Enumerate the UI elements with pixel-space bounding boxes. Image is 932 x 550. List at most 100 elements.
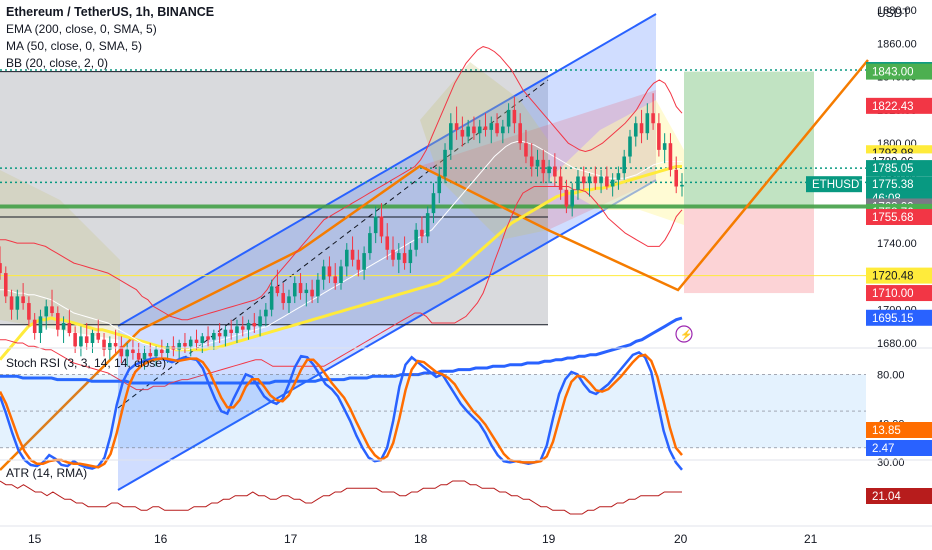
candle-body bbox=[21, 296, 25, 304]
candle-body bbox=[148, 352, 153, 357]
candle-body bbox=[373, 216, 378, 234]
price-label-box bbox=[866, 97, 932, 114]
candle-body bbox=[489, 123, 494, 130]
candle-body bbox=[570, 189, 574, 207]
candle-body bbox=[327, 266, 332, 277]
candle-body bbox=[15, 296, 20, 310]
x-axis-tick: 17 bbox=[284, 532, 298, 546]
study-ma[interactable]: MA (50, close, 0, SMA, 5) bbox=[6, 39, 143, 53]
candle-body bbox=[125, 349, 129, 357]
candle-body bbox=[310, 289, 314, 297]
x-axis-tick: 21 bbox=[804, 532, 818, 546]
channel-upper-line bbox=[117, 13, 657, 327]
candle-body bbox=[633, 123, 638, 137]
chart-legend: Ethereum / TetherUS, 1h, BINANCE EMA (20… bbox=[6, 4, 214, 72]
stoch-axis-tick: 80.00 bbox=[877, 369, 905, 381]
symbol-tag-text: ETHUSDT bbox=[812, 179, 866, 191]
price-label-box bbox=[866, 267, 932, 284]
price-axis-tick: 1860.00 bbox=[877, 38, 917, 50]
event-badge bbox=[675, 325, 693, 343]
stoch-line-0 bbox=[0, 350, 683, 471]
candle-body bbox=[56, 313, 60, 330]
stoch-value-text: 2.47 bbox=[872, 443, 894, 455]
candle-body bbox=[154, 349, 158, 357]
x-axis-tick: 20 bbox=[674, 532, 688, 546]
candle-body bbox=[344, 249, 349, 267]
channel-lower-line bbox=[117, 179, 657, 491]
candle-body bbox=[610, 179, 615, 187]
candle-body bbox=[657, 123, 661, 150]
candle-body bbox=[84, 336, 89, 344]
candle-body bbox=[651, 113, 655, 124]
symbol-tag-box bbox=[806, 176, 862, 193]
symbol-title[interactable]: Ethereum / TetherUS, 1h, BINANCE bbox=[6, 5, 215, 19]
candle-body bbox=[235, 326, 239, 334]
candle-body bbox=[165, 346, 170, 353]
candle-body bbox=[483, 126, 488, 130]
candle-body bbox=[547, 166, 551, 174]
candle-body bbox=[587, 176, 592, 184]
candle-body bbox=[397, 253, 401, 260]
price-label-box bbox=[866, 160, 932, 177]
event-badge-icon: ⚡ bbox=[680, 328, 692, 341]
candle-body bbox=[50, 306, 54, 314]
candle-body bbox=[287, 296, 291, 304]
candle-body bbox=[622, 156, 626, 174]
candle-body bbox=[524, 143, 528, 157]
candles-group bbox=[0, 93, 684, 370]
candle-body bbox=[96, 333, 101, 340]
candle-body bbox=[142, 352, 147, 360]
stoch-rsi-title[interactable]: Stoch RSI (3, 3, 14, 14, close) bbox=[6, 356, 167, 370]
candle-body bbox=[188, 339, 193, 347]
candle-body bbox=[529, 156, 534, 167]
stoch-line-1 bbox=[0, 353, 683, 469]
atr-title[interactable]: ATR (14, RMA) bbox=[6, 466, 88, 480]
candle-body bbox=[339, 266, 343, 284]
candle-body bbox=[425, 213, 430, 237]
x-axis-tick: 16 bbox=[154, 532, 168, 546]
candle-body bbox=[512, 109, 517, 124]
candle-body bbox=[0, 263, 2, 274]
candle-body bbox=[362, 253, 366, 270]
x-axis-tick: 19 bbox=[542, 532, 556, 546]
candle-body bbox=[304, 289, 309, 294]
candle-body bbox=[506, 109, 511, 127]
atr-value-text: 21.04 bbox=[872, 491, 901, 503]
candle-body bbox=[466, 126, 470, 137]
candle-body bbox=[183, 343, 187, 347]
channel-mid-line bbox=[117, 79, 549, 409]
candle-body bbox=[437, 176, 442, 194]
price-label-box bbox=[866, 208, 932, 225]
candle-body bbox=[269, 286, 274, 310]
candle-body bbox=[292, 283, 297, 297]
study-bb[interactable]: BB (20, close, 2, 0) bbox=[6, 56, 109, 70]
study-ema[interactable]: EMA (200, close, 0, SMA, 5) bbox=[6, 22, 157, 36]
candle-body bbox=[379, 216, 384, 237]
x-axis-tick: 18 bbox=[414, 532, 428, 546]
candle-body bbox=[593, 176, 598, 184]
price-axis-tick: 1740.00 bbox=[877, 238, 917, 250]
candle-body bbox=[217, 333, 222, 337]
candle-body bbox=[321, 266, 326, 280]
projection-path bbox=[0, 59, 869, 471]
candle-body bbox=[605, 176, 609, 187]
candle-body bbox=[223, 329, 228, 337]
candle-body bbox=[316, 279, 320, 297]
candle-body bbox=[27, 303, 31, 320]
candle-body bbox=[541, 159, 546, 174]
candle-body bbox=[90, 333, 95, 344]
candle-body bbox=[501, 126, 505, 134]
candle-body bbox=[102, 339, 106, 350]
candle-body bbox=[38, 316, 43, 334]
candle-body bbox=[9, 296, 14, 310]
candle-body bbox=[662, 143, 667, 150]
candle-body bbox=[668, 143, 673, 170]
series-line-3 bbox=[0, 46, 683, 321]
candle-body bbox=[206, 336, 210, 340]
price-label-text: 1775.38 bbox=[872, 179, 914, 191]
candle-body bbox=[402, 253, 407, 264]
candle-body bbox=[449, 123, 453, 150]
candle-body bbox=[472, 126, 476, 134]
